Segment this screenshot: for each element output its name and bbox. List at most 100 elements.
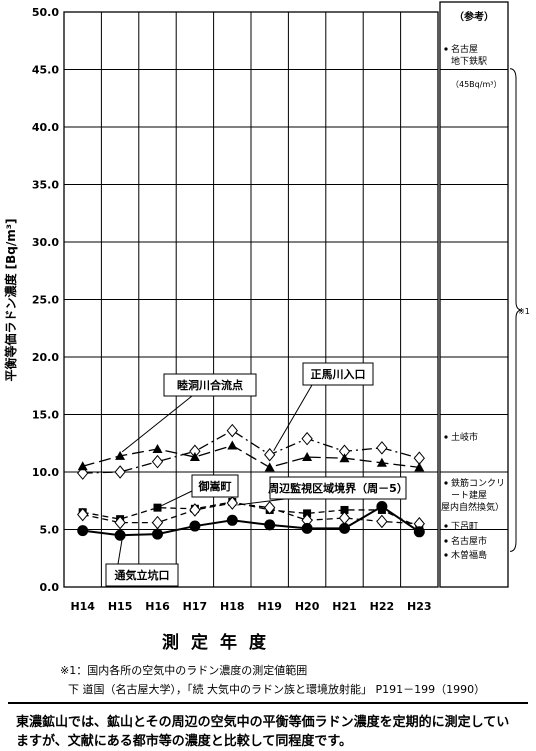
data-point	[115, 450, 126, 460]
y-tick-label: 45.0	[32, 64, 59, 77]
reference-bullet	[444, 47, 448, 51]
summary-text: 東濃鉱山では、鉱山とその周辺の空気中の平衡等価ラドン濃度を定期的に測定しています…	[16, 715, 510, 749]
data-point	[376, 501, 388, 512]
x-tick-label: H15	[108, 600, 133, 613]
data-point	[376, 441, 388, 455]
data-point	[189, 452, 200, 462]
annotation-label: 睦洞川合流点	[177, 378, 243, 392]
reference-item: 下呂町	[444, 521, 478, 532]
data-point	[114, 529, 126, 541]
y-tick-label: 40.0	[32, 121, 59, 134]
x-tick-label: H19	[257, 600, 282, 613]
y-tick-label: 30.0	[32, 236, 59, 249]
reference-frame	[439, 1, 509, 588]
y-axis-label: 平衡等価ラドン濃度 [Bq/m³]	[3, 218, 18, 381]
reference-bullet	[444, 539, 448, 543]
annotation-box	[191, 474, 239, 498]
reference-label: 名古屋	[451, 43, 478, 55]
reference-bullet	[444, 435, 448, 439]
x-tick-label: H18	[220, 600, 245, 613]
reference-bullet	[444, 524, 448, 528]
annotation-label: 御嵩町	[198, 479, 232, 493]
divider	[8, 702, 528, 704]
reference-item: 木曽福島	[444, 549, 487, 561]
y-tick-label: 50.0	[32, 6, 59, 19]
data-point	[303, 509, 312, 518]
x-tick-label: H14	[70, 600, 95, 613]
y-tick-label: 25.0	[32, 294, 59, 307]
data-point	[151, 515, 164, 530]
grid	[63, 11, 439, 588]
data-point	[339, 522, 350, 534]
annotation-1: 正馬川入口	[273, 362, 374, 452]
data-point	[152, 444, 163, 453]
data-point	[413, 526, 425, 538]
reference-label: 名古屋市	[451, 535, 487, 547]
x-tick-labels: H14 H15 H16 H17 H18 H19 H20 H21 H22 H23	[70, 600, 431, 613]
reference-label: 地下鉄駅	[451, 55, 487, 67]
reference-item: 土岐市	[444, 431, 478, 443]
data-point	[226, 496, 238, 510]
footnote-line-2: 下 道国（名古屋大学），「続 大気中のラドン族と環境放射能」 P191－199（…	[68, 683, 486, 696]
data-point	[302, 452, 313, 462]
annotation-leader	[237, 498, 286, 506]
data-point	[77, 525, 89, 537]
reference-label: 木曽福島	[451, 549, 487, 561]
data-point	[376, 457, 387, 467]
x-tick-label: H21	[332, 600, 357, 613]
data-point	[301, 431, 313, 446]
reference-label: 鉄筋コンクリ	[451, 477, 505, 489]
annotation-4: 通気立坑口	[105, 539, 179, 587]
data-point	[301, 522, 313, 534]
reference-item: 名古屋市	[444, 535, 487, 547]
y-tick-label: 35.0	[32, 179, 59, 192]
annotation-2: 御嵩町	[161, 474, 239, 507]
y-tick-labels: 0.0 5.0 10.0 15.0 20.0 25.0 30.0 35.0 40.0 45.0 50…	[32, 6, 59, 594]
reference-brace	[509, 68, 523, 552]
series-4	[77, 501, 425, 541]
series	[77, 423, 425, 541]
annotation-box	[163, 373, 257, 397]
series-1	[77, 440, 425, 472]
annotation-leader	[161, 490, 193, 507]
data-point	[152, 528, 163, 540]
annotation-3: 周辺監視区域境界（周－5）	[237, 476, 408, 506]
data-point	[226, 514, 238, 526]
data-point	[226, 423, 238, 438]
data-point	[264, 462, 275, 472]
annotation-leader	[117, 539, 123, 565]
data-point	[414, 462, 425, 472]
data-point	[114, 465, 126, 479]
data-point	[77, 461, 88, 471]
y-tick-label: 10.0	[32, 466, 59, 479]
annotation-box	[105, 563, 179, 587]
x-tick-label: H17	[183, 600, 208, 613]
y-tick-label: 5.0	[40, 524, 60, 537]
annotation-label: 通気立坑口	[115, 568, 170, 582]
reference-label: 屋内自然換気）	[441, 501, 504, 513]
x-tick-label: H20	[295, 600, 320, 613]
data-point	[227, 440, 238, 450]
data-point	[153, 503, 162, 512]
series-line	[82, 429, 420, 474]
x-tick-label: H16	[145, 600, 170, 613]
reference-item: 屋内自然換気）	[441, 501, 504, 513]
data-point	[77, 507, 89, 522]
reference-brace-mark: ※1	[518, 307, 530, 316]
annotation-leader	[121, 395, 193, 453]
data-point	[339, 453, 350, 463]
radon-chart: 0.0 5.0 10.0 15.0 20.0 25.0 30.0 35.0 40.0 45.0 50…	[3, 1, 530, 613]
annotation-box	[302, 362, 374, 386]
data-point	[264, 519, 276, 531]
reference-sub-note: （45Bq/m³）	[451, 80, 501, 89]
x-tick-label: H23	[407, 600, 432, 613]
series-line	[82, 505, 420, 537]
data-point	[189, 520, 201, 532]
reference-bullet	[444, 553, 448, 557]
x-axis-label: 測定年度	[162, 633, 278, 653]
reference-label: ート建屋	[451, 489, 487, 501]
